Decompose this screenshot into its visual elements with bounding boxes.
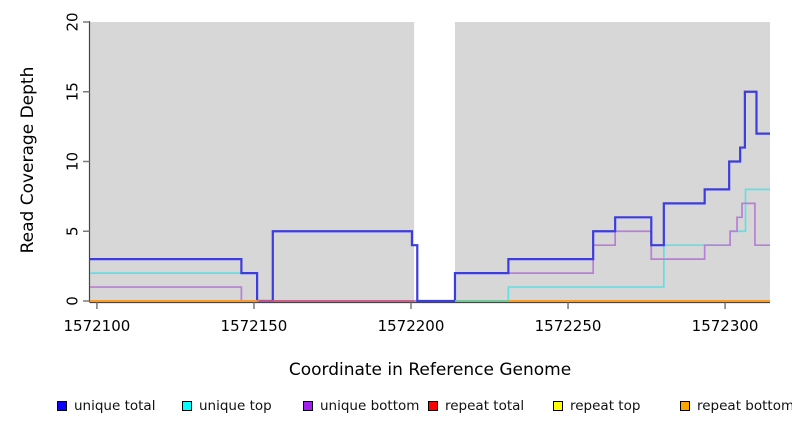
legend-item-unique-top: unique top [182,399,272,413]
legend-swatch-icon [553,401,563,411]
legend-label: repeat total [445,398,525,414]
legend-item-unique-total: unique total [57,399,155,413]
legend-swatch-icon [680,401,690,411]
plot-background-right [454,22,770,301]
y-tick-label: 5 [63,226,81,236]
series-line-unique-total [90,90,770,303]
legend-item-repeat-total: repeat total [428,399,524,413]
legend-label: unique total [74,398,156,414]
x-tick-label: 1572100 [64,317,131,335]
x-tick-label: 1572250 [535,317,602,335]
legend-swatch-icon [182,401,192,411]
y-tick-label: 20 [63,12,81,31]
legend-swatch-icon [428,401,438,411]
legend-label: repeat bottom [697,398,792,414]
y-tick-label: 15 [63,82,81,101]
legend-item-repeat-top: repeat top [553,399,640,413]
legend-item-unique-bottom: unique bottom [303,399,419,413]
legend-label: repeat top [570,398,641,414]
y-tick-label: 0 [63,296,81,306]
legend-item-repeat-bottom: repeat bottom [680,399,792,413]
plot-background-left [90,22,415,301]
legend-label: unique top [199,398,272,414]
legend-swatch-icon [303,401,313,411]
x-tick-label: 1572200 [378,317,445,335]
x-tick-label: 1572150 [221,317,288,335]
legend-swatch-icon [57,401,67,411]
legend-label: unique bottom [320,398,420,414]
y-tick-label: 10 [63,152,81,171]
y-axis-title: Read Coverage Depth [18,66,38,254]
x-axis-title: Coordinate in Reference Genome [288,360,572,380]
x-tick-label: 1572300 [692,317,759,335]
